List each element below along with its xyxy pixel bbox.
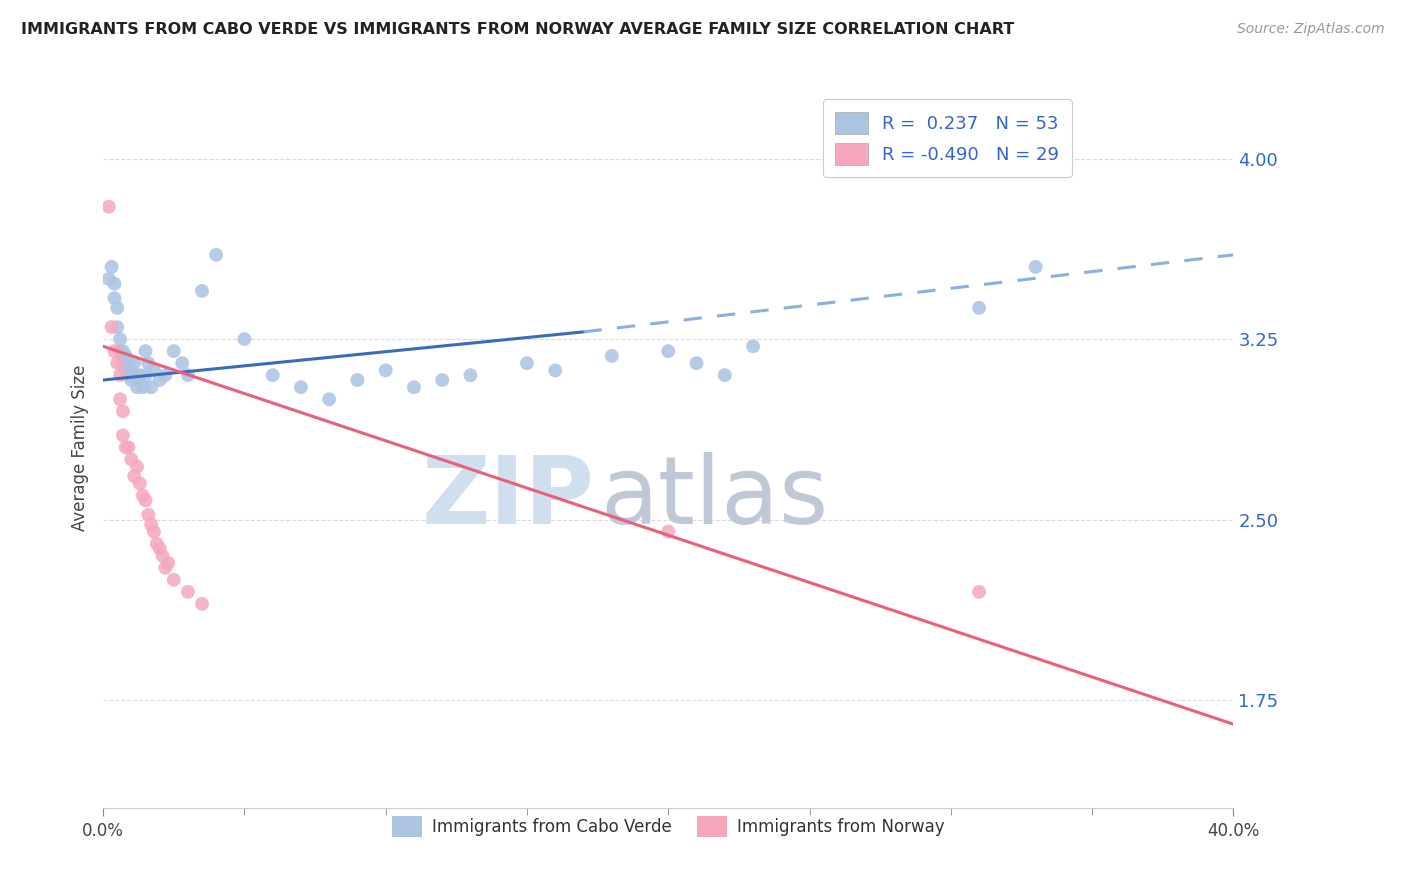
Point [108,392,131,407]
Point [172,356,194,370]
Point [346,373,368,387]
Point [163,573,186,587]
Point [103,344,125,359]
Point [134,344,156,359]
Point [134,368,156,383]
Point [374,363,396,377]
Point [141,517,163,532]
Point [120,363,142,377]
Point [205,248,228,262]
Point [432,373,454,387]
Point [117,441,139,455]
Point [114,441,136,455]
Point [105,356,128,370]
Point [516,356,538,370]
Point [177,368,200,383]
Point [163,344,186,359]
Point [544,363,567,377]
Point [157,556,180,570]
Point [143,363,166,377]
Point [117,368,139,383]
Point [97,272,120,286]
Point [318,392,340,407]
Point [111,344,134,359]
Point [1025,260,1047,274]
Point [111,428,134,442]
Point [105,301,128,315]
Point [460,368,482,383]
Point [120,452,142,467]
Point [155,560,177,574]
Point [138,356,160,370]
Point [131,489,153,503]
Point [191,597,214,611]
Point [125,459,148,474]
Point [100,320,122,334]
Point [149,541,172,556]
Point [122,356,145,370]
Point [138,508,160,522]
Point [657,344,679,359]
Point [114,363,136,377]
Point [141,380,163,394]
Point [108,368,131,383]
Point [114,349,136,363]
Point [131,380,153,394]
Point [103,277,125,291]
Point [111,404,134,418]
Point [97,200,120,214]
Point [105,320,128,334]
Point [128,476,150,491]
Point [290,380,312,394]
Point [967,584,990,599]
Text: Source: ZipAtlas.com: Source: ZipAtlas.com [1237,22,1385,37]
Point [108,344,131,359]
Point [600,349,623,363]
Point [122,469,145,483]
Point [120,373,142,387]
Point [125,373,148,387]
Point [143,524,166,539]
Point [111,356,134,370]
Point [146,537,169,551]
Point [742,339,765,353]
Point [155,368,177,383]
Y-axis label: Average Family Size: Average Family Size [72,364,89,531]
Point [152,549,174,563]
Point [657,524,679,539]
Point [111,349,134,363]
Legend: Immigrants from Cabo Verde, Immigrants from Norway: Immigrants from Cabo Verde, Immigrants f… [385,810,950,844]
Point [134,493,156,508]
Point [117,356,139,370]
Point [685,356,707,370]
Point [177,584,200,599]
Point [967,301,990,315]
Text: atlas: atlas [600,452,828,544]
Point [103,291,125,305]
Point [125,380,148,394]
Point [191,284,214,298]
Point [100,260,122,274]
Point [128,368,150,383]
Point [402,380,425,394]
Point [149,373,172,387]
Point [713,368,735,383]
Point [122,368,145,383]
Text: IMMIGRANTS FROM CABO VERDE VS IMMIGRANTS FROM NORWAY AVERAGE FAMILY SIZE CORRELA: IMMIGRANTS FROM CABO VERDE VS IMMIGRANTS… [21,22,1014,37]
Text: ZIP: ZIP [422,452,595,544]
Point [233,332,256,346]
Point [108,332,131,346]
Point [262,368,284,383]
